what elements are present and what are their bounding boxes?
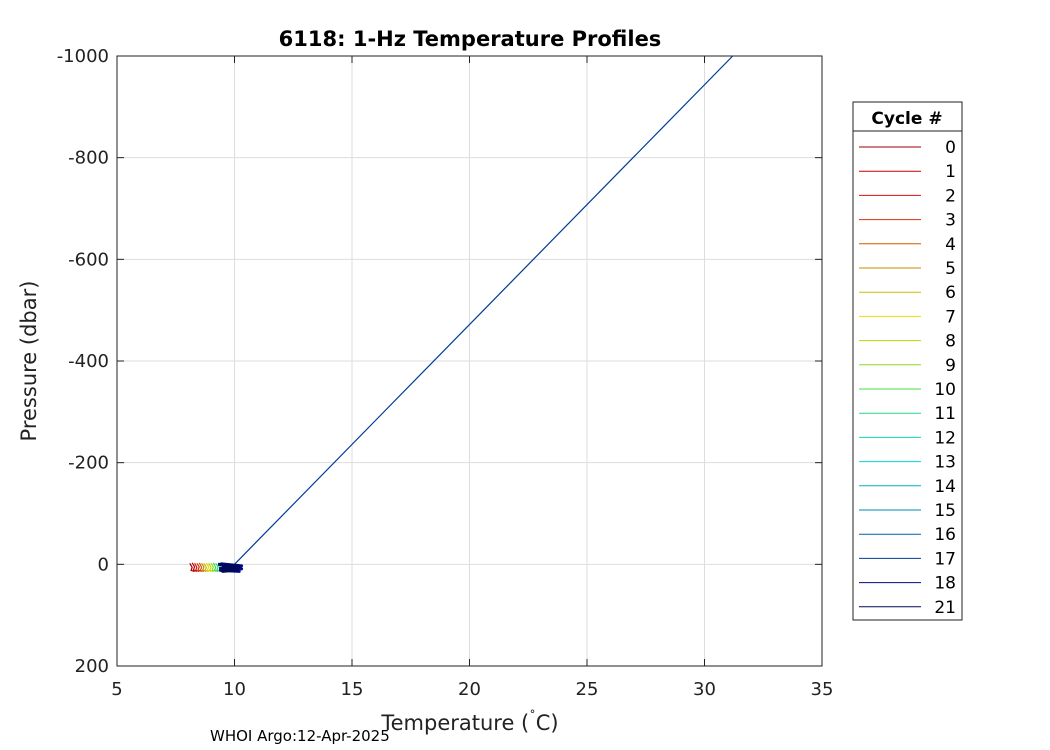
legend-label-cycle-13: 13 [934,453,956,473]
y-tick-label: 0 [98,554,109,575]
legend-box [852,101,963,621]
legend-label-cycle-18: 18 [934,574,956,594]
legend-label-cycle-14: 14 [934,477,956,497]
x-tick-label: 20 [458,679,481,700]
series-line-cycle-10 [212,562,219,572]
series-line-cycle-3 [196,562,202,572]
footer-stamp: WHOI Argo:12-Apr-2025 [210,727,390,745]
legend-label-cycle-17: 17 [934,549,956,569]
legend-label-cycle-6: 6 [945,283,956,303]
series-line-cycle-2 [194,563,200,572]
series-line-cycle-17 [234,55,734,565]
x-tick-label: 30 [693,679,716,700]
legend-label-cycle-5: 5 [945,259,956,279]
y-axis-label: Pressure (dbar) [17,281,41,442]
chart-title: 6118: 1-Hz Temperature Profiles [279,27,662,51]
y-tick-label: 200 [75,656,109,677]
legend-label-cycle-21: 21 [934,598,956,618]
legend-label-cycle-2: 2 [945,186,956,206]
series-line-cycle-1 [191,562,198,572]
x-axis-label-unit: C) [536,711,559,735]
x-axis-label-degree: ˚ [529,709,536,725]
series-line-cycle-18 [218,562,244,573]
legend-label-cycle-12: 12 [934,428,956,448]
series-line-cycle-6 [203,562,209,572]
series-line-cycle-11 [215,562,221,572]
series-line-cycle-8 [208,563,214,572]
series-layer [189,55,734,573]
x-axis-label-text: Temperature ( [380,711,529,735]
y-tick-label: -1000 [57,46,109,67]
x-axis-label: Temperature (˚C) [380,709,558,735]
legend-label-cycle-10: 10 [934,380,956,400]
legend-label-cycle-16: 16 [934,525,956,545]
legend-label-cycle-9: 9 [945,356,956,376]
series-line-cycle-9 [210,562,216,572]
legend-label-cycle-15: 15 [934,501,956,521]
legend-label-cycle-3: 3 [945,211,956,231]
x-tick-label: 25 [576,679,599,700]
legend-label-cycle-8: 8 [945,332,956,352]
x-tick-label: 5 [111,679,122,700]
series-line-cycle-4 [198,562,205,572]
legend-label-cycle-1: 1 [945,162,956,182]
legend-label-cycle-4: 4 [945,235,956,255]
series-line-cycle-5 [201,562,207,572]
y-tick-label: -800 [68,148,109,169]
legend-title: Cycle # [871,109,942,129]
series-line-cycle-7 [205,562,212,572]
legend-label-cycle-7: 7 [945,307,956,327]
y-tick-label: -400 [68,351,109,372]
legend-label-cycle-11: 11 [934,404,956,424]
x-tick-label: 10 [223,679,246,700]
axis-ticks: 5 10 15 20 25 30 35 -1000 -800 -600 -400 -200 0 200 [57,46,834,700]
x-tick-label: 35 [811,679,834,700]
series-line-cycle-0 [189,562,195,572]
legend-label-cycle-0: 0 [945,138,956,158]
y-tick-label: -600 [68,249,109,270]
series-line-cycle-21 [217,562,241,573]
grid [117,56,822,666]
y-tick-label: -200 [68,453,109,474]
x-tick-label: 15 [341,679,364,700]
